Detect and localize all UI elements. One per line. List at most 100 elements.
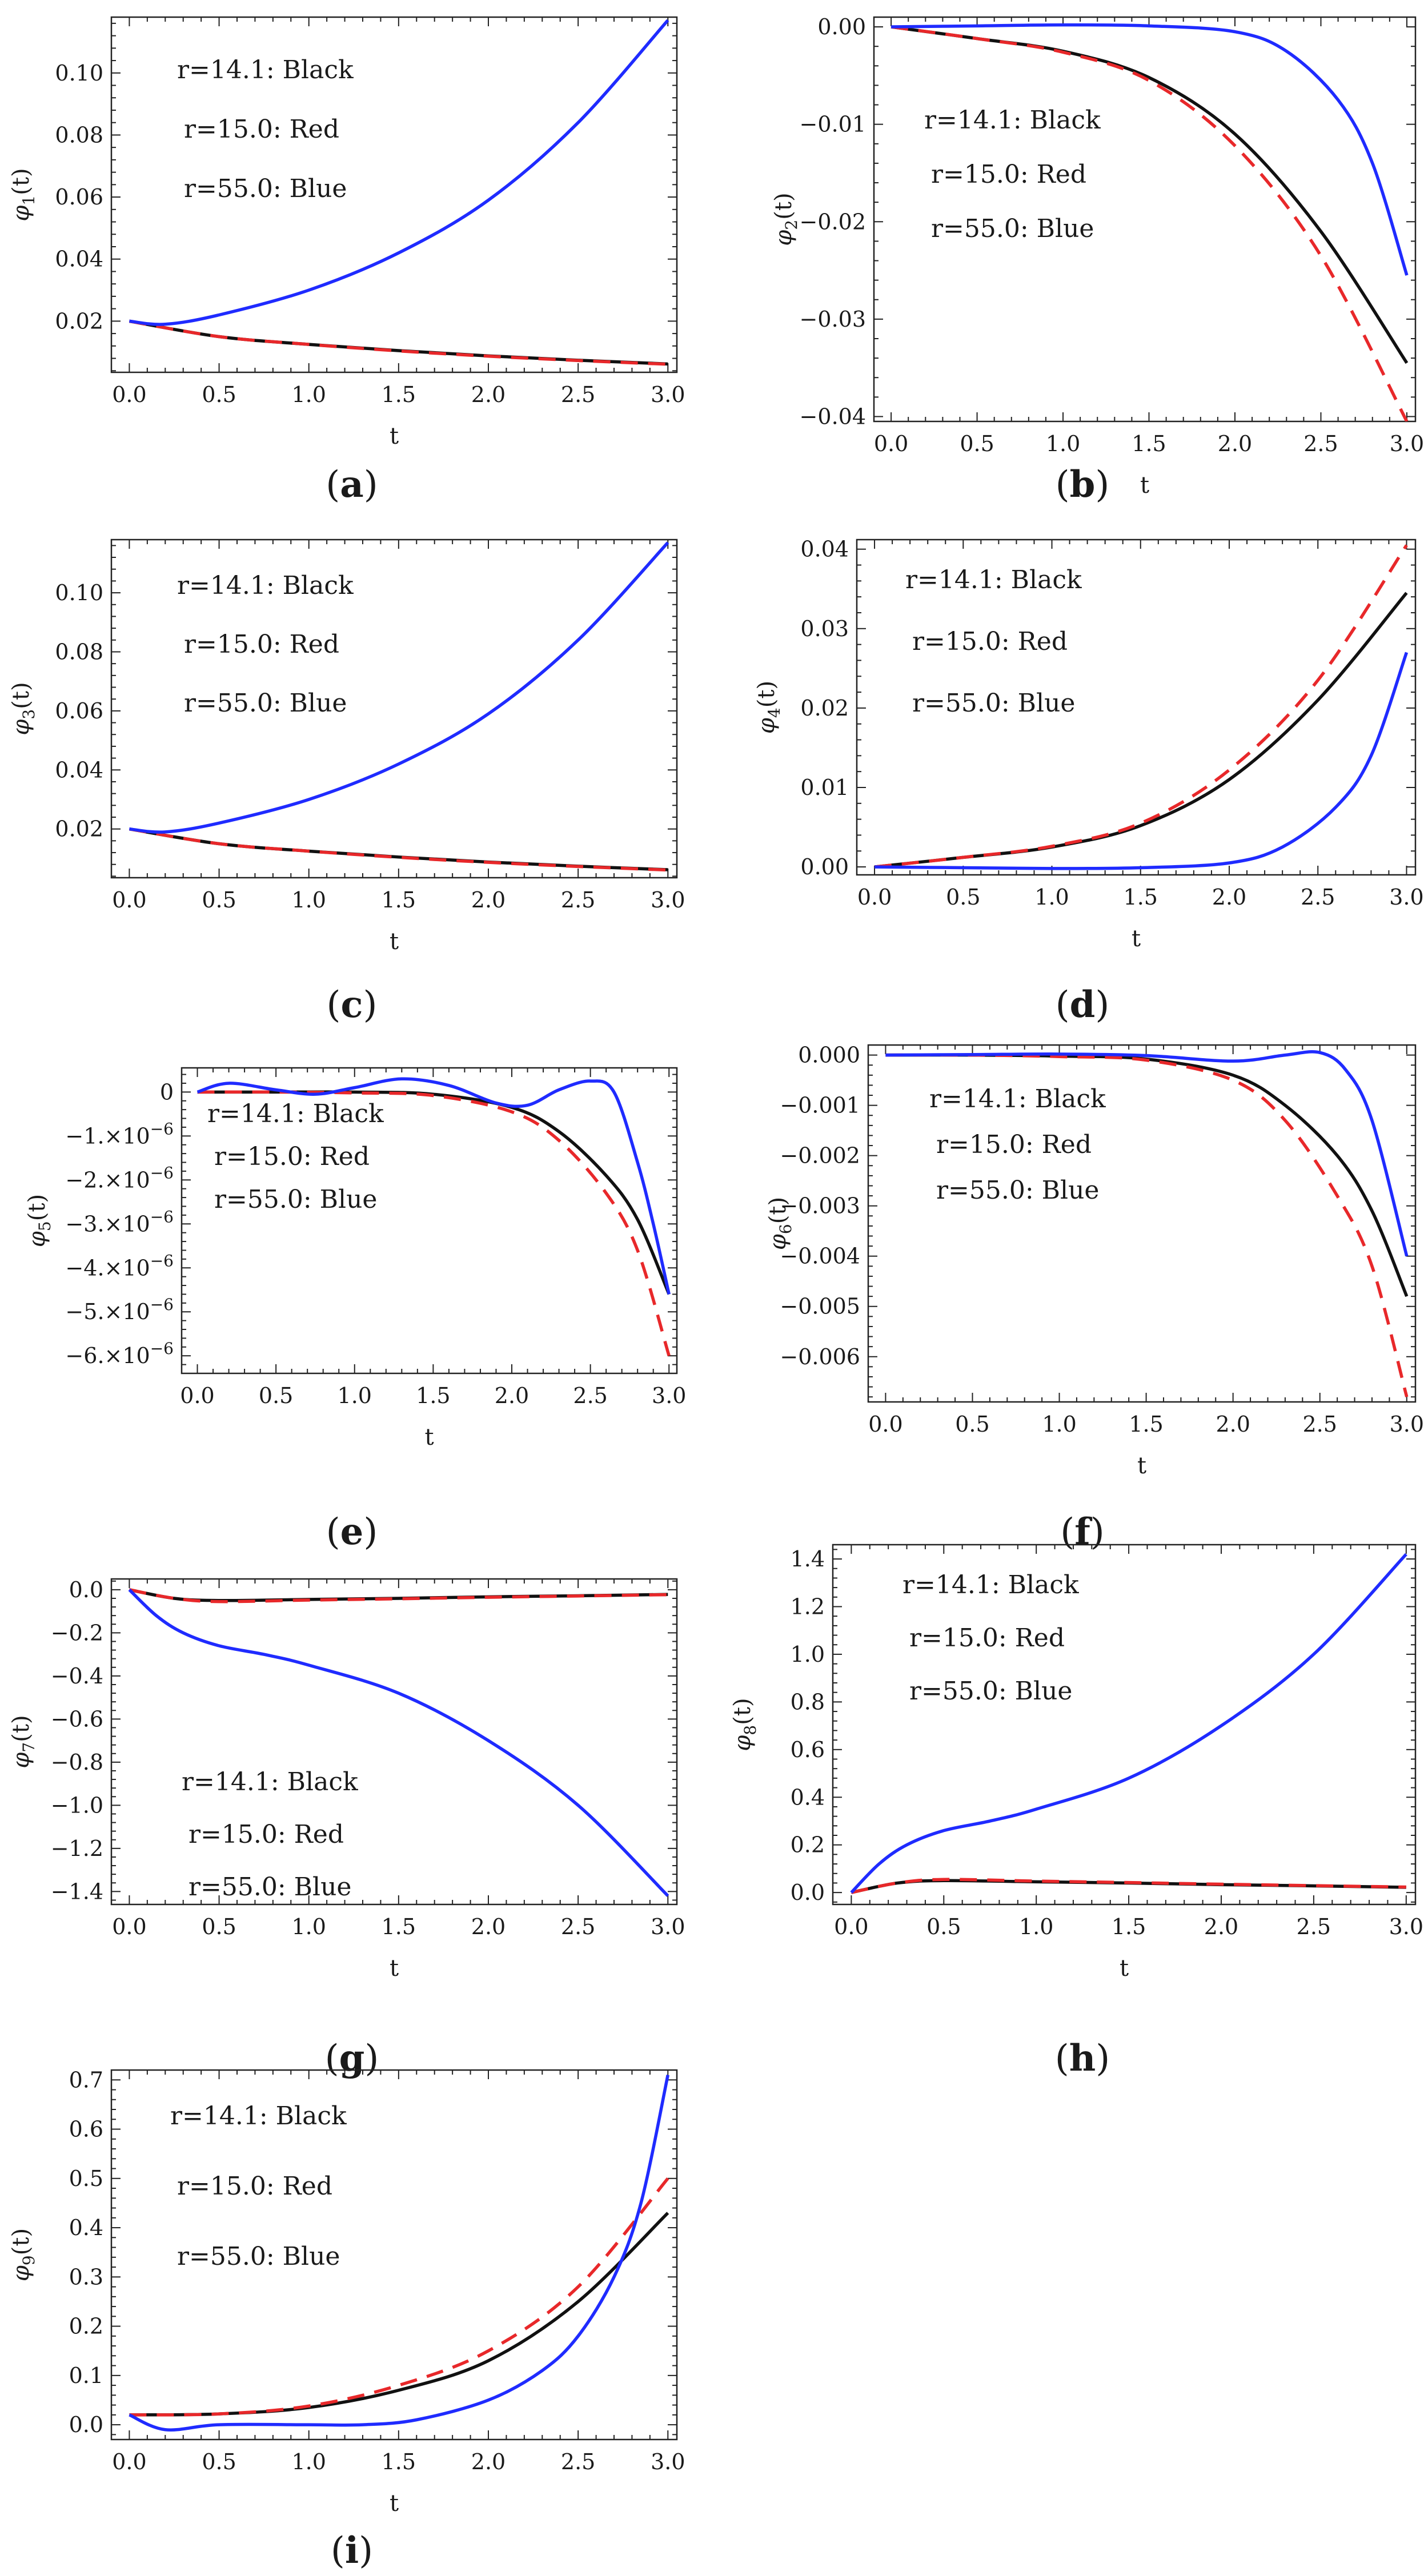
x-tick-label: 0.0 [180, 1383, 214, 1408]
x-axis-title: t [1140, 472, 1149, 499]
series-line-r-55-0 [128, 1588, 669, 1897]
panel-label: (g) [325, 2037, 379, 2080]
chart-panel-i: 0.0 0.5 1.0 1.5 2.0 2.5 3.0 0.0 0.1 0.2 0.3 0.4 0.5 0… [8, 2067, 685, 2572]
x-tick-label: 1.5 [1112, 1914, 1146, 1939]
legend-entry: r=15.0: Red [177, 2172, 332, 2201]
series-line-r-14-1 [129, 827, 668, 871]
x-tick-label: 2.5 [561, 1914, 595, 1939]
y-tick-label: −6.×10−6 [65, 1339, 174, 1368]
chart-panel-b: 0.0 0.5 1.0 1.5 2.0 2.5 3.0 0.00 −0.01 −0.02 −0.03… [771, 14, 1424, 506]
y-tick-label: −2.×10−6 [65, 1163, 174, 1192]
legend-entry: r=55.0: Blue [184, 174, 347, 203]
y-axis-title: φ2(t) [771, 192, 801, 246]
y-tick-label: 0.10 [55, 61, 103, 86]
x-tick-label: 3.0 [652, 1383, 686, 1408]
legend-entry: r=55.0: Blue [188, 1872, 351, 1902]
x-tick-label: 0.5 [202, 382, 236, 407]
y-axis-title: φ4(t) [753, 681, 784, 734]
plot-frame [110, 538, 678, 879]
x-tick-label: 0.5 [960, 431, 994, 456]
series-line-r-14-1 [129, 319, 668, 366]
y-tick-label: 0.10 [55, 580, 103, 605]
y-tick-label: 0 [160, 1079, 174, 1104]
plot-frame [856, 538, 1417, 876]
y-tick-label: −0.04 [800, 404, 866, 429]
plot-frame [110, 16, 678, 373]
x-tick-label: 2.5 [561, 887, 595, 913]
chart-panel-d: 0.0 0.5 1.0 1.5 2.0 2.5 3.0 0.00 0.01 0.02 0.03 0.0… [753, 537, 1424, 1026]
x-tick-label: 3.0 [1389, 885, 1423, 910]
legend-entry: r=14.1: Black [924, 106, 1101, 135]
y-tick-label: 0.02 [55, 308, 103, 333]
series-line-r-55-0 [885, 1050, 1409, 1257]
series-line-r-15-0 [129, 319, 668, 366]
x-axis-title: t [1120, 1955, 1129, 1982]
x-axis-title: t [390, 929, 399, 955]
y-tick-label: −0.006 [780, 1344, 860, 1369]
legend-entry: r=55.0: Blue [931, 214, 1094, 243]
series-line-r-15-0 [890, 25, 1409, 421]
y-tick-label: −3.×10−6 [65, 1207, 174, 1236]
y-tick-label: 0.6 [791, 1737, 825, 1762]
legend-entry: r=15.0: Red [188, 1820, 344, 1849]
x-tick-label: 0.5 [955, 1412, 989, 1437]
x-tick-label: 0.0 [857, 885, 892, 910]
x-tick-label: 0.5 [202, 887, 236, 913]
x-tick-label: 2.0 [1212, 885, 1246, 910]
series-line-r-15-0 [129, 1588, 668, 1604]
y-axis-title: φ6(t) [765, 1197, 795, 1250]
y-tick-label: 0.08 [55, 122, 103, 147]
y-tick-label: −0.01 [800, 112, 866, 137]
x-tick-label: 0.0 [112, 887, 146, 913]
x-tick-label: 2.0 [1218, 431, 1252, 456]
legend-entry: r=14.1: Black [170, 2101, 347, 2131]
x-tick-label: 0.5 [202, 2449, 236, 2474]
chart-panel-h: 0.0 0.5 1.0 1.5 2.0 2.5 3.0 0.0 0.2 0.4 0.6 0.8 1.0 1… [729, 1544, 1423, 2080]
legend-entry: r=55.0: Blue [909, 1677, 1072, 1706]
y-axis-title: φ7(t) [8, 1715, 38, 1768]
panel-label: (c) [327, 983, 378, 1026]
y-tick-label: 1.2 [791, 1594, 825, 1619]
x-tick-label: 2.0 [1204, 1914, 1238, 1939]
y-tick-label: 0.0 [791, 1880, 825, 1905]
x-tick-label: 1.5 [1124, 885, 1158, 910]
legend-entry: r=14.1: Black [207, 1099, 384, 1128]
y-tick-label: 0.4 [69, 2215, 103, 2240]
series-line-r-55-0 [850, 1553, 1407, 1894]
y-tick-label: 0.8 [791, 1689, 825, 1714]
series-line-r-55-0 [196, 1077, 671, 1295]
x-tick-label: 3.0 [651, 1914, 685, 1939]
y-tick-label: 0.5 [69, 2166, 103, 2191]
legend-entry: r=14.1: Black [905, 565, 1082, 594]
x-tick-label: 2.0 [471, 2449, 506, 2474]
legend-entry: r=14.1: Black [902, 1570, 1079, 1600]
y-tick-label: −0.8 [51, 1750, 103, 1775]
x-tick-label: 0.0 [112, 382, 146, 407]
y-tick-label: −5.×10−6 [65, 1295, 174, 1324]
x-tick-label: 2.0 [471, 382, 506, 407]
y-tick-label: 0.3 [69, 2264, 103, 2289]
x-tick-label: 0.5 [202, 1914, 236, 1939]
y-tick-label: −0.2 [51, 1620, 103, 1645]
y-tick-label: −0.6 [51, 1706, 103, 1731]
y-tick-label: 0.08 [55, 639, 103, 664]
series-line-r-15-0 [129, 827, 668, 872]
chart-panel-f: 0.0 0.5 1.0 1.5 2.0 2.5 3.0 0.000 −0.001 −0.002 −0… [765, 1043, 1424, 1553]
y-tick-label: −0.03 [800, 307, 866, 332]
y-axis-title: φ1(t) [8, 168, 38, 221]
x-tick-label: 3.0 [1390, 1412, 1424, 1437]
x-tick-label: 1.0 [1046, 431, 1080, 456]
x-tick-label: 0.0 [112, 1914, 146, 1939]
x-tick-label: 3.0 [651, 2449, 685, 2474]
x-tick-label: 2.5 [1301, 885, 1335, 910]
series-line-r-15-0 [129, 2177, 669, 2417]
panel-label: (d) [1056, 983, 1110, 1026]
legend-entry: r=14.1: Black [929, 1084, 1106, 1114]
legend-entry: r=55.0: Blue [912, 689, 1075, 718]
y-tick-label: 0.02 [800, 696, 849, 721]
x-axis-title: t [1137, 1453, 1146, 1479]
x-tick-label: 3.0 [651, 887, 685, 913]
y-tick-label: 0.03 [800, 616, 849, 641]
y-tick-label: −0.02 [800, 209, 866, 234]
